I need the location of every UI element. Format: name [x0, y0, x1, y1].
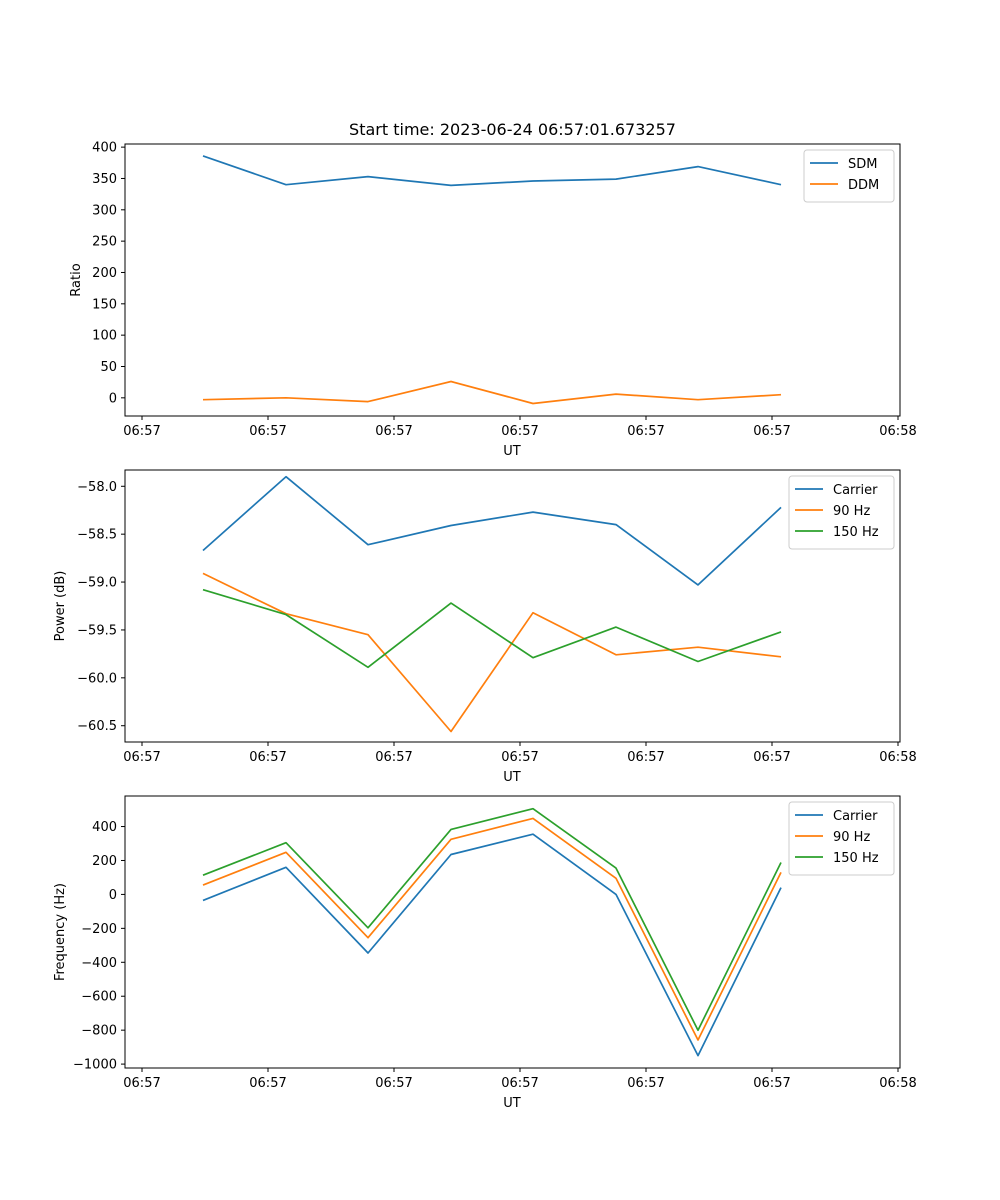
legend-label: DDM	[848, 178, 879, 193]
series-line-150-hz	[202, 588, 782, 669]
x-tick-label: 06:57	[627, 750, 664, 765]
y-tick-label: −60.5	[77, 719, 117, 734]
chart-panel-1: Start time: 2023-06-24 06:57:01.673257 06…	[69, 120, 917, 459]
y-tick-label: 300	[92, 203, 117, 218]
x-tick-label: 06:57	[627, 424, 664, 439]
x-tick-label: 06:57	[123, 750, 160, 765]
y-tick-label: 350	[92, 172, 117, 187]
y-tick-label: 400	[92, 820, 117, 835]
y-tick-label: 250	[92, 235, 117, 250]
legend: Carrier 90 Hz 150 Hz	[788, 801, 895, 876]
x-tick-label: 06:57	[627, 1076, 664, 1091]
y-tick-label: 200	[92, 854, 117, 869]
chart-title: Start time: 2023-06-24 06:57:01.673257	[349, 120, 676, 139]
x-tick-label: 06:57	[249, 424, 286, 439]
series-line-carrier	[202, 475, 782, 586]
y-tick-label: −58.5	[77, 528, 117, 543]
legend-label: Carrier	[833, 809, 878, 824]
legend-label: 150 Hz	[833, 851, 879, 866]
series-line-ddm	[202, 380, 782, 405]
y-tick-label: 0	[109, 888, 117, 903]
x-axis-label: UT	[503, 770, 521, 785]
series-line-carrier	[202, 833, 782, 1057]
y-tick-label: −1000	[73, 1058, 117, 1073]
series-line-90-hz	[202, 572, 782, 733]
chart-panel-3: 06:57 06:57 06:57 06:57 06:57 06:57 06:58 400 20…	[53, 795, 917, 1111]
y-axis-label: Frequency (Hz)	[53, 883, 68, 981]
y-tick-label: −600	[81, 990, 117, 1005]
y-tick-label: 0	[109, 391, 117, 406]
x-tick-label: 06:57	[123, 424, 160, 439]
legend-label: 150 Hz	[833, 525, 879, 540]
x-tick-label: 06:58	[879, 750, 916, 765]
y-tick-label: −59.5	[77, 623, 117, 638]
x-tick-label: 06:57	[375, 424, 412, 439]
legend: Carrier 90 Hz 150 Hz	[788, 475, 895, 550]
y-tick-label: 50	[100, 360, 117, 375]
x-tick-label: 06:57	[753, 424, 790, 439]
y-tick-label: 200	[92, 266, 117, 281]
legend: SDM DDM	[803, 149, 895, 203]
y-tick-label: 400	[92, 141, 117, 156]
x-axis-label: UT	[503, 444, 521, 459]
plot-frame	[124, 469, 901, 743]
y-tick-label: −58.0	[77, 480, 117, 495]
series-line-sdm	[202, 155, 782, 187]
x-tick-label: 06:57	[123, 1076, 160, 1091]
x-tick-label: 06:57	[501, 1076, 538, 1091]
y-tick-label: −400	[81, 956, 117, 971]
x-tick-label: 06:57	[753, 1076, 790, 1091]
legend-label: 90 Hz	[833, 830, 870, 845]
x-tick-label: 06:58	[879, 1076, 916, 1091]
legend-label: SDM	[848, 157, 877, 172]
y-tick-label: −200	[81, 922, 117, 937]
x-tick-label: 06:57	[375, 750, 412, 765]
plot-frame	[124, 795, 901, 1069]
x-tick-label: 06:57	[501, 750, 538, 765]
x-tick-label: 06:58	[879, 424, 916, 439]
x-tick-label: 06:57	[375, 1076, 412, 1091]
x-tick-label: 06:57	[501, 424, 538, 439]
y-tick-label: −60.0	[77, 671, 117, 686]
chart-panel-2: 06:57 06:57 06:57 06:57 06:57 06:57 06:58 −58.0…	[53, 469, 917, 785]
series-line-150-hz	[202, 807, 782, 1032]
x-axis-label: UT	[503, 1096, 521, 1111]
y-axis-label: Ratio	[69, 263, 84, 296]
y-tick-label: 150	[92, 297, 117, 312]
x-tick-label: 06:57	[249, 1076, 286, 1091]
y-tick-label: −59.0	[77, 576, 117, 591]
x-tick-label: 06:57	[249, 750, 286, 765]
x-tick-label: 06:57	[753, 750, 790, 765]
y-tick-label: −800	[81, 1024, 117, 1039]
y-tick-label: 100	[92, 329, 117, 344]
plot-frame	[124, 143, 901, 417]
y-axis-label: Power (dB)	[53, 571, 68, 642]
legend-label: 90 Hz	[833, 504, 870, 519]
legend-label: Carrier	[833, 483, 878, 498]
series-line-90-hz	[202, 817, 782, 1041]
